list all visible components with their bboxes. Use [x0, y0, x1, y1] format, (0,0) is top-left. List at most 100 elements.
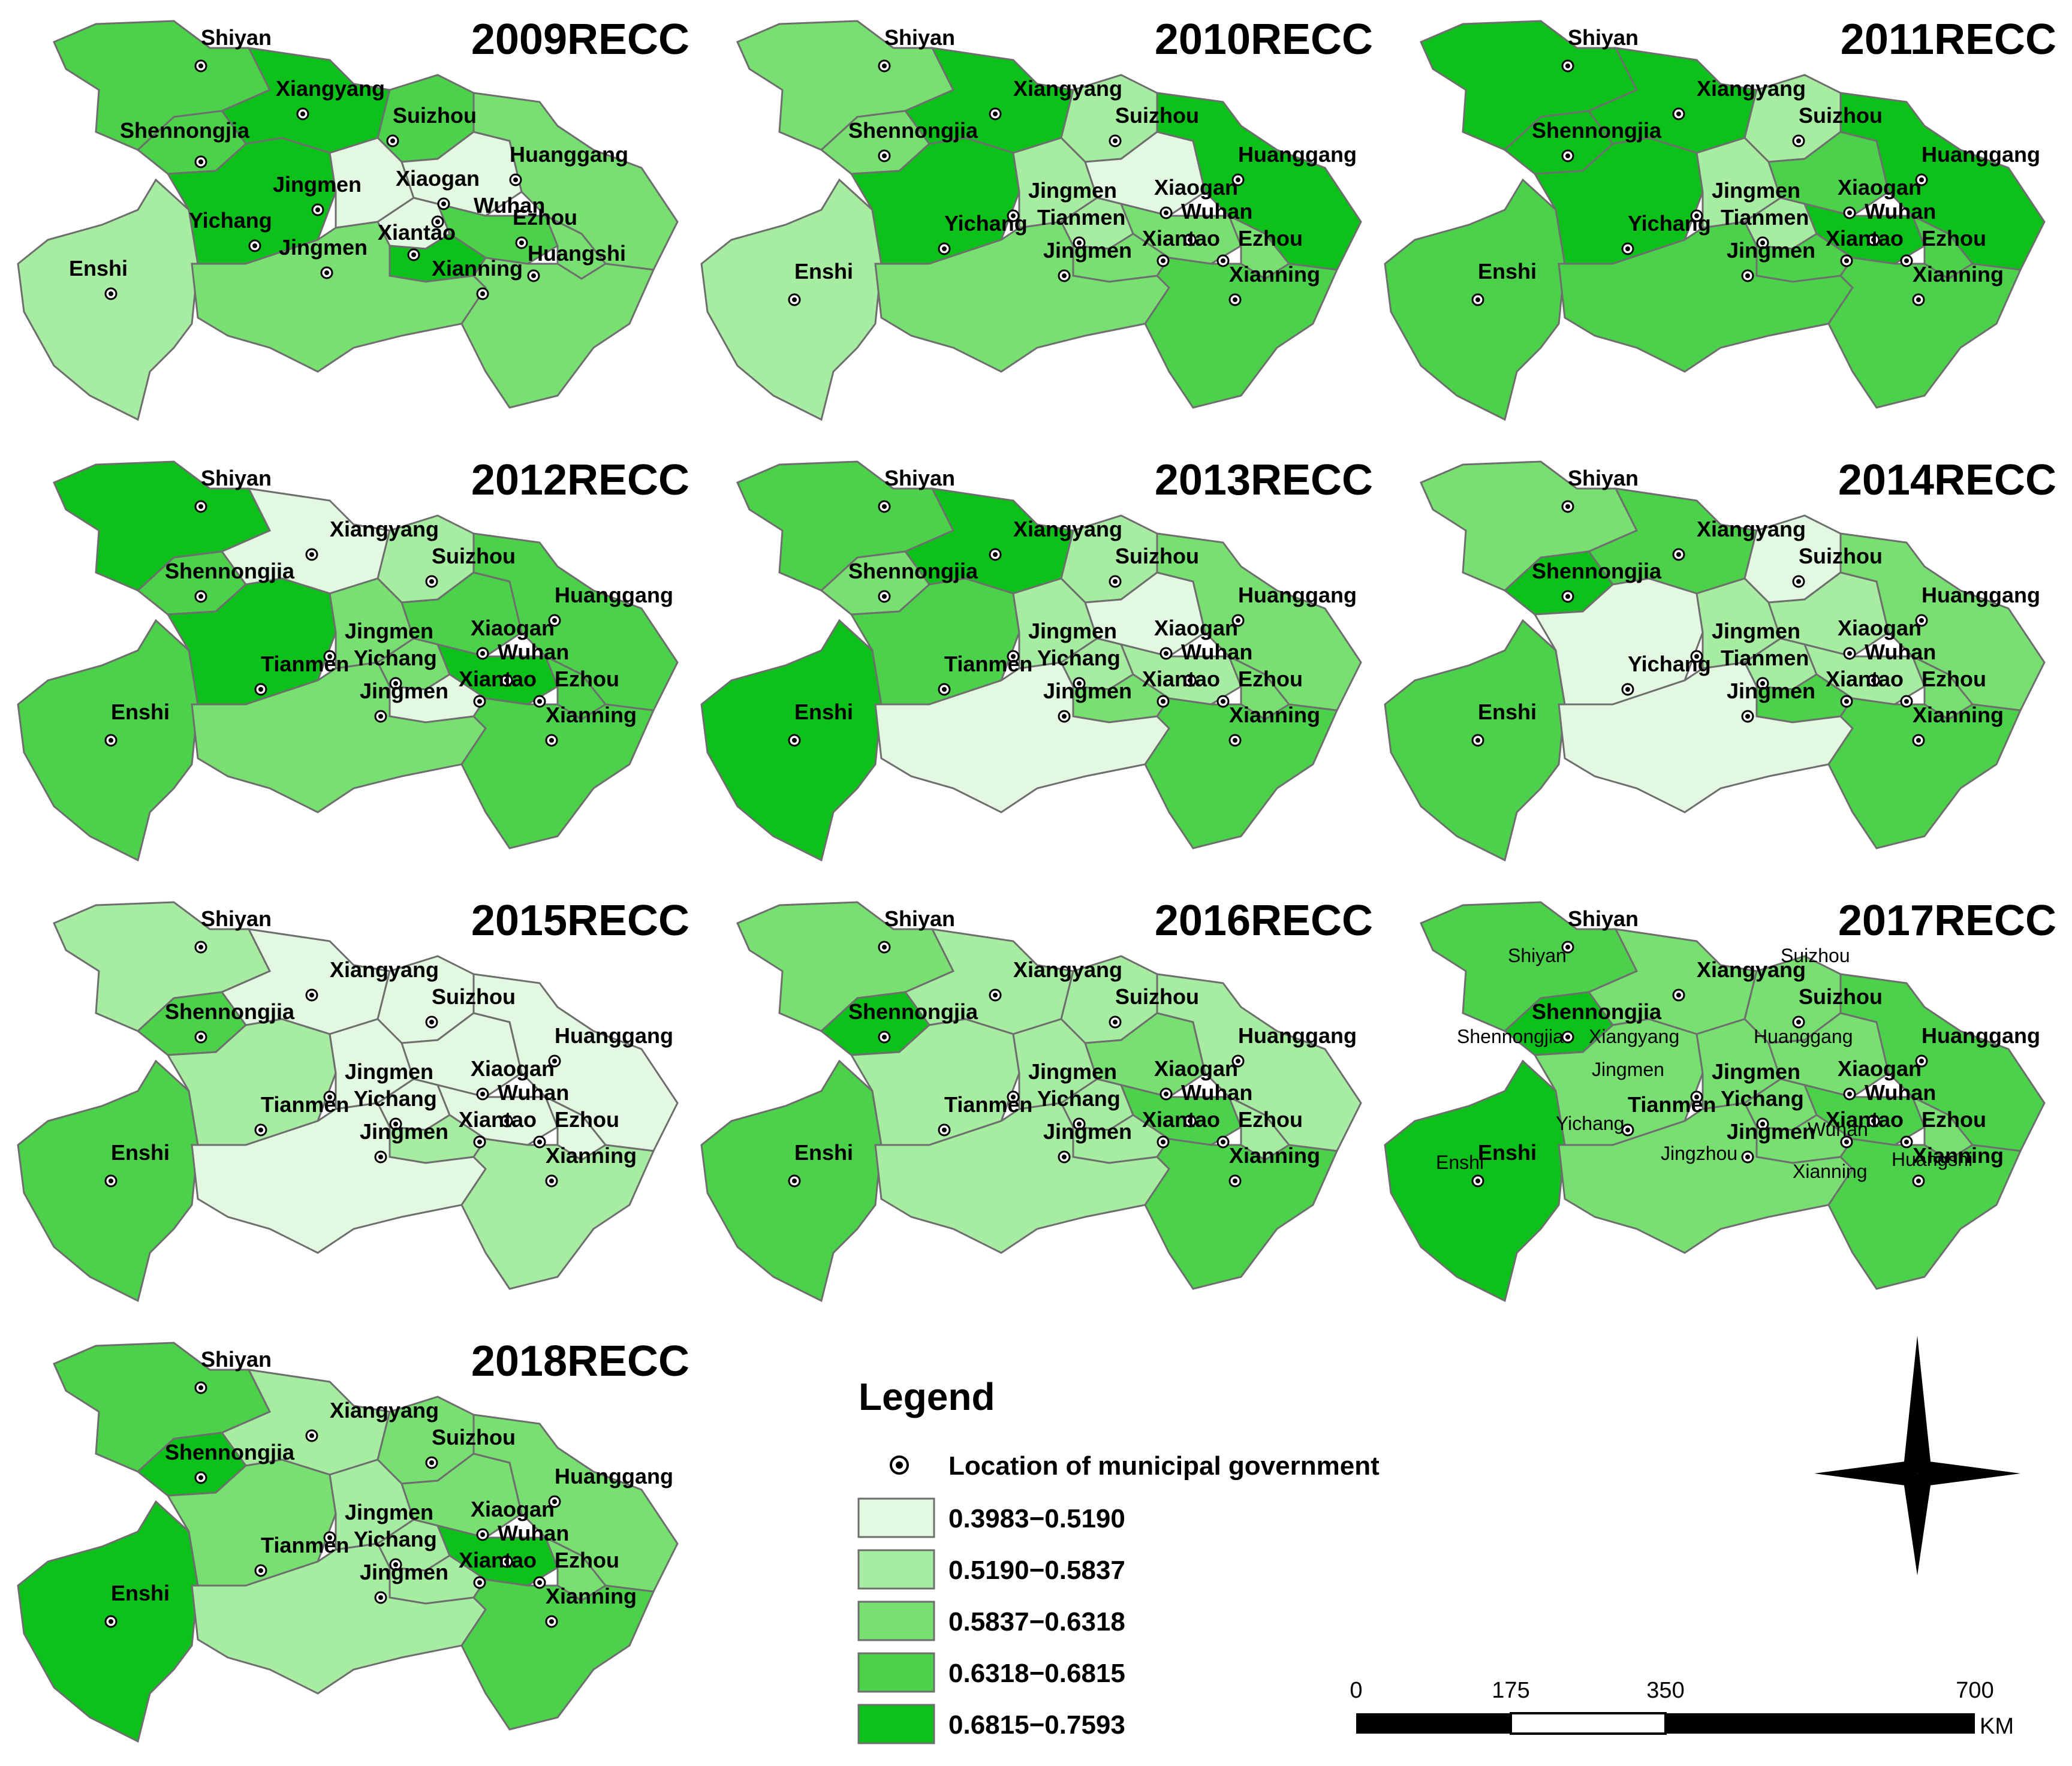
city-label: Enshi [69, 256, 128, 281]
city-label: Xiaogan [1838, 175, 1922, 200]
city-label: Xianning [1913, 1143, 2004, 1168]
municipal-government-marker-dot [1904, 1140, 1909, 1144]
city-label: Yichang [1037, 646, 1121, 670]
municipal-government-marker-dot [504, 1119, 509, 1123]
municipal-government-marker-dot [882, 504, 887, 509]
municipal-government-marker-dot [1904, 258, 1909, 263]
municipal-government-marker-dot [942, 246, 947, 251]
legend-swatch [857, 1497, 935, 1538]
city-label: Shennongjia [165, 559, 295, 583]
city-label: Huanggang [1922, 583, 2040, 607]
city-label: Xiangyang [1013, 517, 1122, 541]
municipal-government-marker-dot [1745, 1155, 1750, 1159]
municipal-government-marker-dot [429, 1020, 434, 1024]
city-label: Xiantao [459, 1107, 537, 1132]
province-map [1384, 901, 2046, 1303]
province-map [700, 901, 1362, 1303]
municipal-government-marker-dot [1221, 699, 1225, 704]
municipal-government-marker-dot [1625, 687, 1630, 692]
municipal-government-marker-dot [504, 1559, 509, 1564]
city-label-secondary: Shiyan [1508, 945, 1567, 966]
city-label: Tianmen [261, 1533, 349, 1557]
city-label: Enshi [111, 700, 170, 724]
municipal-government-marker-dot [882, 945, 887, 950]
municipal-government-marker-dot [411, 252, 416, 257]
city-label: Tianmen [1721, 646, 1809, 670]
city-label: Jingmen [1712, 178, 1800, 203]
municipal-government-marker-dot [1796, 579, 1801, 584]
municipal-government-marker-dot [1188, 1119, 1192, 1123]
municipal-government-marker-dot [1565, 504, 1570, 509]
municipal-government-marker-dot [1164, 1092, 1168, 1096]
city-label: Ezhou [555, 667, 619, 691]
municipal-government-marker-dot [1062, 1155, 1067, 1159]
city-label: Huanggang [1922, 1023, 2040, 1048]
municipal-government-marker-dot [1796, 138, 1801, 143]
city-label: Ezhou [1238, 1107, 1303, 1132]
province-map [700, 20, 1362, 421]
municipal-government-marker-dot [552, 618, 557, 623]
municipal-government-marker-dot [1236, 177, 1240, 182]
municipal-government-marker-dot [1475, 738, 1480, 743]
scale-tick-175: 175 [1492, 1678, 1529, 1703]
municipal-government-marker-dot [1062, 273, 1067, 278]
panel-title: 2013RECC [1155, 456, 1373, 504]
city-label: Shiyan [1568, 466, 1639, 490]
city-label: Tianmen [261, 1092, 349, 1117]
municipal-government-marker-dot [327, 654, 332, 659]
municipal-government-marker-dot [1871, 678, 1876, 683]
city-label: Suizhou [1115, 984, 1199, 1009]
city-label: Xiantao [378, 220, 456, 245]
scale-unit: KM [1980, 1714, 2014, 1739]
map-panel-2018RECC: 2018RECC Shiyan Xiangyang Shennongjia Suizho… [17, 1337, 689, 1743]
legend-class-label: 0.6815−0.7593 [948, 1710, 1125, 1740]
municipal-government-marker-dot [1221, 1140, 1225, 1144]
municipal-government-marker-dot [429, 1460, 434, 1465]
panel-title: 2015RECC [471, 897, 689, 945]
municipal-government-marker-dot [1844, 1140, 1849, 1144]
municipal-government-marker-dot [1161, 258, 1166, 263]
city-label: Ezhou [513, 205, 577, 230]
municipal-government-marker-dot [309, 1433, 314, 1438]
municipal-government-marker-dot [198, 1035, 203, 1039]
municipal-government-marker-dot [1916, 738, 1921, 743]
city-label: Xiangyang [330, 517, 439, 541]
municipal-government-marker-dot [1844, 699, 1849, 704]
municipal-government-marker-dot [882, 1035, 887, 1039]
city-label: Jingmen [360, 679, 448, 703]
municipal-government-marker-dot [1625, 246, 1630, 251]
city-label: Ezhou [1238, 667, 1303, 691]
municipal-government-marker-dot [1904, 699, 1909, 704]
city-label: Shiyan [884, 25, 955, 50]
city-label: Jingmen [345, 1500, 433, 1524]
legend-title: Legend [859, 1375, 995, 1418]
province-map [700, 460, 1362, 862]
city-label: Yichang [1628, 652, 1711, 676]
municipal-government-marker-dot [1077, 240, 1082, 245]
municipal-government-marker-dot [1188, 237, 1192, 242]
municipal-government-marker-dot [109, 291, 113, 296]
municipal-government-marker-dot [252, 243, 257, 248]
city-label: Yichang [1037, 1086, 1121, 1111]
city-label: Xiantao [1826, 1107, 1904, 1132]
municipal-government-marker-dot [378, 1155, 383, 1159]
city-label: Xianning [1913, 703, 2004, 727]
city-label: Shiyan [201, 466, 272, 490]
city-label: Wuhan [1181, 199, 1252, 224]
city-label: Wuhan [1865, 640, 1936, 664]
municipal-government-marker-dot [198, 1475, 203, 1480]
municipal-government-marker-dot [1475, 297, 1480, 302]
city-label-secondary: Xiangyang [1589, 1026, 1679, 1047]
city-label: Suizhou [1115, 103, 1199, 128]
city-label: Xiaogan [1154, 616, 1238, 640]
municipal-government-marker-dot [390, 138, 395, 143]
city-label: Xiangyang [1013, 957, 1122, 982]
city-label: Xiantao [1826, 667, 1904, 691]
city-label: Xianning [1913, 262, 2004, 287]
city-label: Shiyan [884, 466, 955, 490]
municipal-government-marker-dot [324, 270, 329, 275]
municipal-government-marker-dot [1760, 681, 1765, 686]
municipal-government-marker-dot [1565, 945, 1570, 950]
city-label: Jingmen [345, 1059, 433, 1084]
municipal-government-marker-dot [1077, 681, 1082, 686]
